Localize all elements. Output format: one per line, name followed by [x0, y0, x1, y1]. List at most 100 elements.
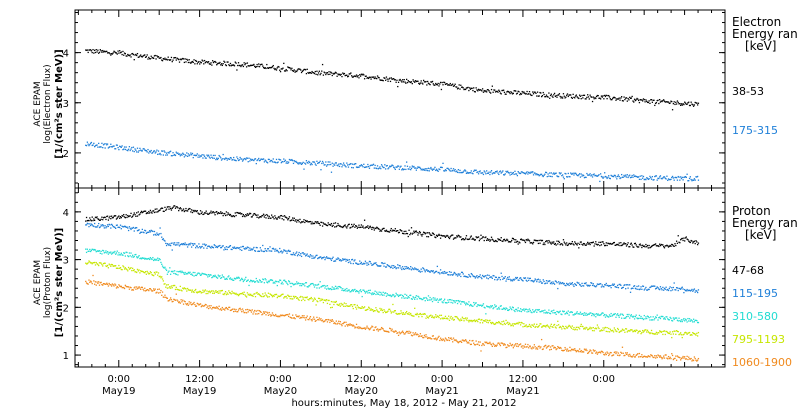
data-point	[519, 172, 522, 175]
data-point	[178, 271, 180, 273]
data-point	[164, 266, 166, 268]
data-point	[566, 94, 568, 96]
data-point	[183, 210, 186, 213]
data-point	[127, 229, 130, 232]
data-point	[685, 332, 687, 334]
data-point	[397, 165, 400, 167]
data-point	[415, 268, 417, 270]
data-point	[656, 245, 658, 247]
data-point	[470, 87, 472, 90]
data-point	[373, 229, 375, 231]
data-point	[451, 84, 453, 86]
data-point	[94, 264, 97, 266]
data-point	[357, 290, 359, 293]
data-point	[456, 275, 459, 277]
data-point	[224, 157, 227, 159]
data-point	[464, 238, 466, 241]
data-point	[131, 256, 133, 258]
data-point	[246, 279, 249, 282]
data-point	[334, 71, 337, 73]
data-point	[376, 75, 379, 77]
data-point	[663, 176, 666, 178]
data-point	[160, 289, 162, 292]
data-point	[130, 148, 132, 150]
data-point	[148, 58, 151, 60]
data-point	[368, 292, 371, 294]
data-point	[561, 282, 563, 284]
data-point	[517, 307, 519, 309]
data-point	[118, 215, 120, 217]
data-point	[230, 278, 232, 281]
data-point	[471, 305, 473, 307]
legend-title: Energy ran	[732, 27, 798, 41]
data-point	[485, 236, 487, 238]
data-point	[108, 217, 110, 219]
data-point	[440, 88, 443, 91]
data-point	[584, 328, 586, 330]
data-point	[157, 259, 160, 262]
data-point	[669, 179, 671, 181]
data-point	[555, 244, 557, 246]
data-point	[671, 175, 674, 178]
data-point	[150, 258, 152, 260]
data-point	[572, 328, 574, 331]
data-point	[673, 245, 675, 247]
data-point	[123, 286, 125, 289]
data-point	[160, 277, 162, 279]
data-point	[481, 237, 483, 240]
data-point	[102, 225, 105, 227]
data-point	[233, 246, 236, 248]
data-point	[467, 303, 469, 306]
data-point	[119, 266, 122, 269]
data-point	[666, 330, 668, 333]
data-point	[349, 305, 351, 307]
data-point	[105, 227, 107, 229]
data-point	[272, 158, 274, 160]
data-point	[173, 243, 175, 246]
data-point	[380, 79, 382, 81]
data-point	[405, 78, 408, 81]
data-point	[645, 99, 647, 101]
data-point	[134, 286, 136, 288]
data-point	[504, 276, 506, 278]
legend-entry: 38-53	[732, 85, 764, 98]
data-point	[169, 297, 172, 299]
data-point	[169, 299, 171, 301]
data-point	[617, 314, 620, 317]
data-point	[244, 157, 246, 160]
data-point	[324, 287, 326, 289]
data-point	[431, 316, 433, 318]
data-point	[85, 262, 87, 264]
data-point	[669, 286, 671, 288]
data-point	[566, 176, 568, 178]
data-point	[169, 207, 172, 210]
data-point	[465, 88, 467, 91]
data-point	[627, 97, 629, 100]
data-point	[166, 287, 169, 289]
data-point	[213, 157, 215, 159]
data-point	[228, 275, 230, 277]
data-point	[249, 247, 251, 249]
data-point	[236, 246, 238, 249]
data-point	[502, 170, 504, 172]
data-point	[153, 230, 156, 233]
data-point	[436, 298, 439, 300]
data-point	[662, 315, 664, 318]
data-point	[121, 53, 123, 56]
data-point	[174, 288, 177, 291]
data-point	[338, 323, 341, 325]
data-point	[558, 283, 561, 285]
data-point	[377, 293, 380, 295]
data-point	[205, 304, 207, 306]
data-point	[174, 57, 176, 59]
data-point	[337, 288, 339, 290]
data-point	[552, 242, 554, 244]
data-point	[190, 152, 192, 154]
data-point	[442, 302, 444, 304]
data-point	[94, 281, 97, 283]
data-point	[201, 154, 203, 156]
data-point	[507, 172, 510, 174]
data-point	[123, 146, 126, 148]
data-point	[286, 161, 288, 163]
data-point	[563, 178, 565, 180]
